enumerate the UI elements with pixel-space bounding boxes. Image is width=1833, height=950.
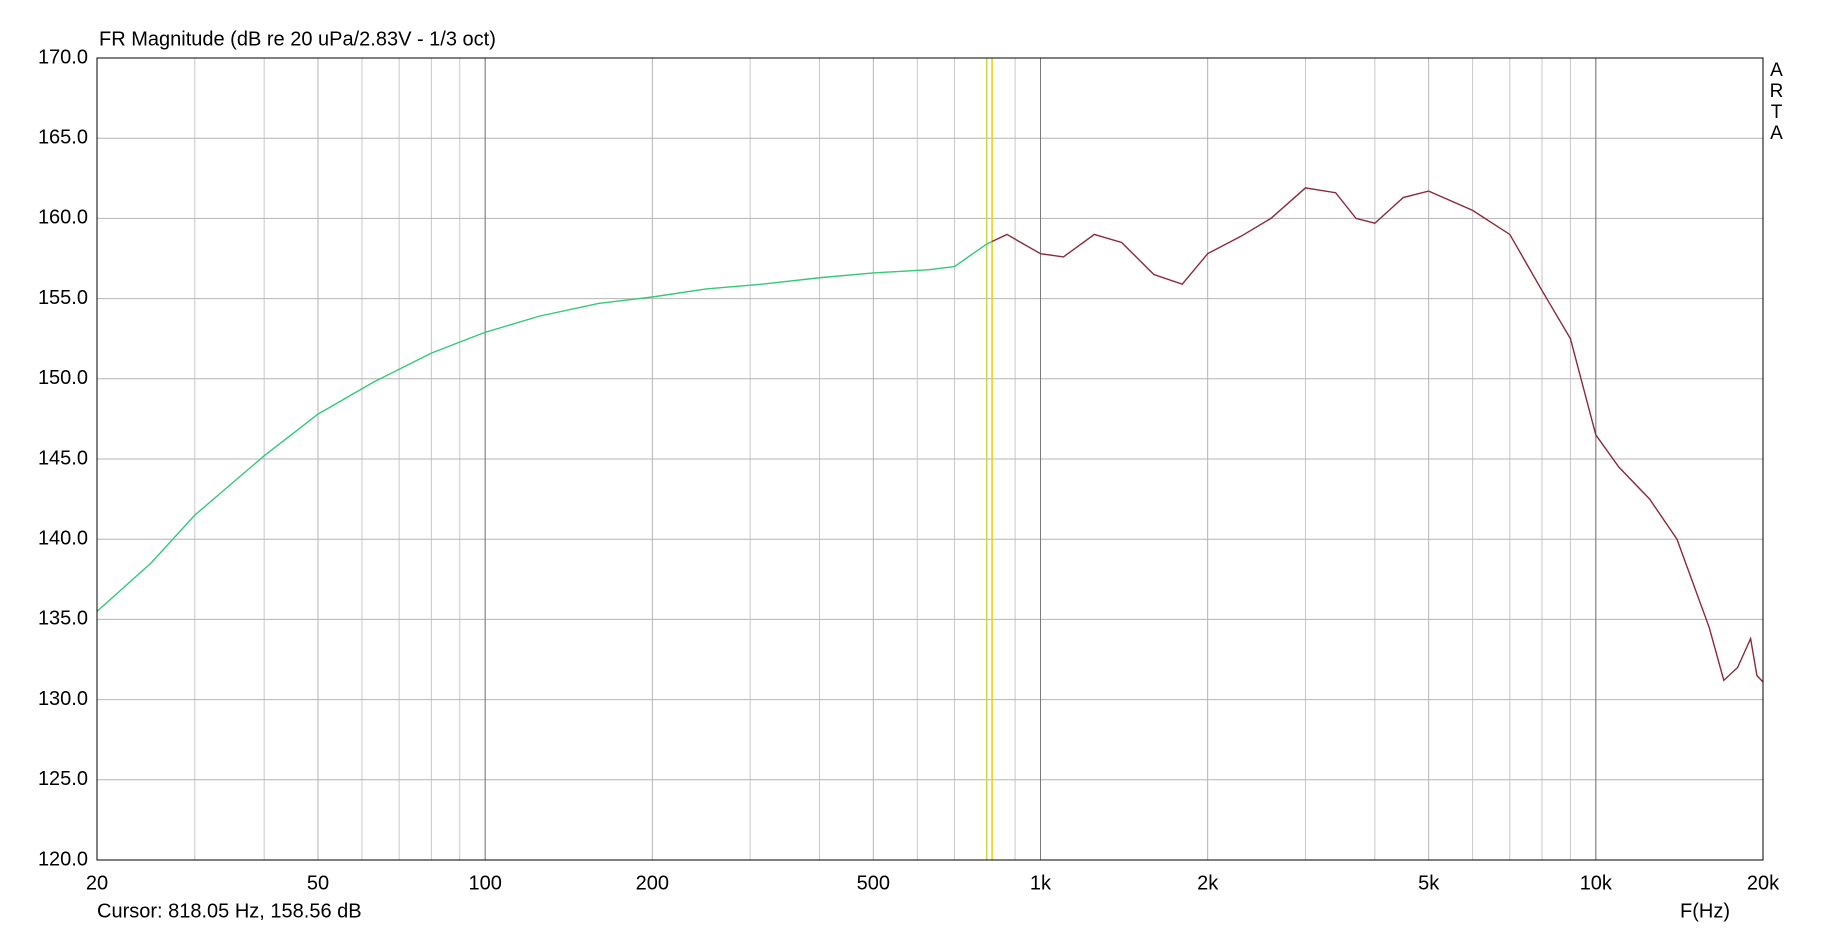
y-tick-label: 125.0 [38, 768, 88, 790]
y-tick-label: 165.0 [38, 126, 88, 148]
brand: ARTA [1766, 60, 1787, 144]
y-tick-label: 145.0 [38, 447, 88, 469]
x-tick-label: 100 [468, 872, 501, 894]
x-tick-label: 2k [1197, 872, 1219, 894]
y-tick-label: 150.0 [38, 367, 88, 389]
x-tick-label: 50 [307, 872, 329, 894]
y-tick-label: 140.0 [38, 527, 88, 549]
x-tick-label: 10k [1580, 872, 1613, 894]
y-tick-label: 155.0 [38, 287, 88, 309]
x-tick-label: 200 [636, 872, 669, 894]
y-tick-label: 160.0 [38, 207, 88, 229]
y-tick-label: 130.0 [38, 688, 88, 710]
x-tick-label: 20k [1747, 872, 1780, 894]
y-tick-label: 120.0 [38, 848, 88, 870]
x-tick-label: 20 [86, 872, 108, 894]
fr-curve [991, 187, 1764, 683]
fr-curve [96, 240, 993, 612]
x-axis-label: F(Hz) [1680, 900, 1730, 922]
y-tick-label: 135.0 [38, 608, 88, 630]
plot-frame [96, 57, 1764, 861]
y-tick-label: 170.0 [38, 46, 88, 68]
chart-title: FR Magnitude (dB re 20 uPa/2.83V - 1/3 o… [99, 28, 496, 50]
cursor-readout: Cursor: 818.05 Hz, 158.56 dB [97, 900, 362, 922]
x-tick-label: 500 [857, 872, 890, 894]
x-tick-label: 1k [1030, 872, 1052, 894]
x-tick-label: 5k [1418, 872, 1440, 894]
